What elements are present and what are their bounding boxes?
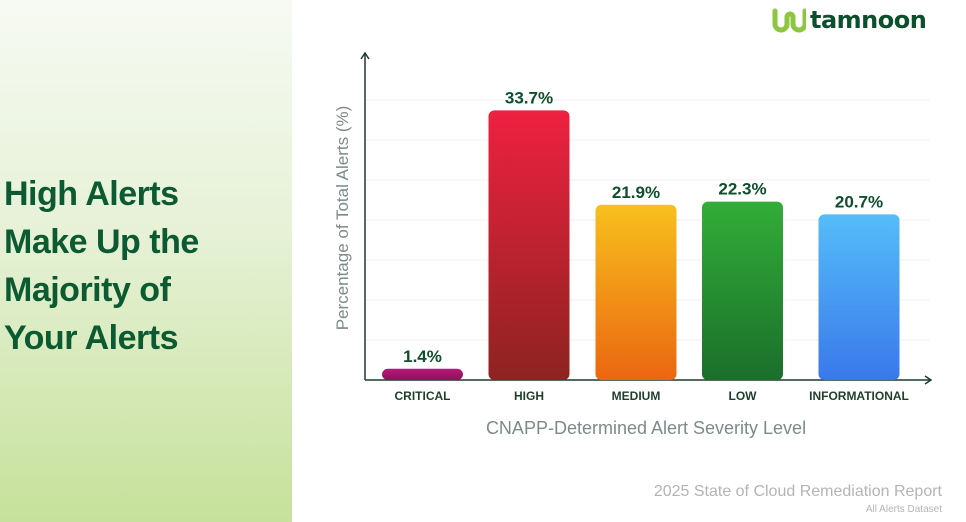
headline-line-4: Your Alerts [4,319,178,357]
value-label: 21.9% [612,183,660,202]
wave-logo-icon [772,8,806,33]
value-label: 33.7% [505,88,553,107]
x-axis-arrow [924,375,933,385]
headline: High Alerts Make Up the Majority of Your… [4,170,284,362]
value-label: 1.4% [403,347,442,366]
bars [382,110,900,381]
dataset-name: All Alerts Dataset [865,504,942,515]
headline-line-3: Majority of [4,271,171,309]
category-label: MEDIUM [612,389,661,403]
headline-line-1: High Alerts [4,175,179,213]
brand-name: tamnoon [810,6,927,34]
bar-medium [595,204,677,380]
category-label: HIGH [514,389,544,403]
y-axis-arrow [360,51,370,60]
category-label: INFORMATIONAL [809,389,909,403]
category-label: LOW [729,389,758,403]
labels: 1.4% CRITICAL 33.7% HIGH 21.9% MEDIUM 22.3% LOW… [395,88,909,403]
y-axis-title: Percentage of Total Alerts (%) [333,106,352,331]
bar-high [488,110,570,381]
bar-critical [382,368,463,380]
value-label: 20.7% [835,192,883,211]
report-title: 2025 State of Cloud Remediation Report [653,483,942,500]
x-axis-title: CNAPP-Determined Alert Severity Level [486,418,806,438]
value-label: 22.3% [718,180,766,199]
category-label: CRITICAL [395,389,451,403]
bar-informational [818,214,900,380]
headline-panel: High Alerts Make Up the Majority of Your… [0,0,292,522]
bar-low [702,201,783,380]
headline-line-2: Make Up the [4,223,199,261]
brand-logo: tamnoon [772,4,927,36]
